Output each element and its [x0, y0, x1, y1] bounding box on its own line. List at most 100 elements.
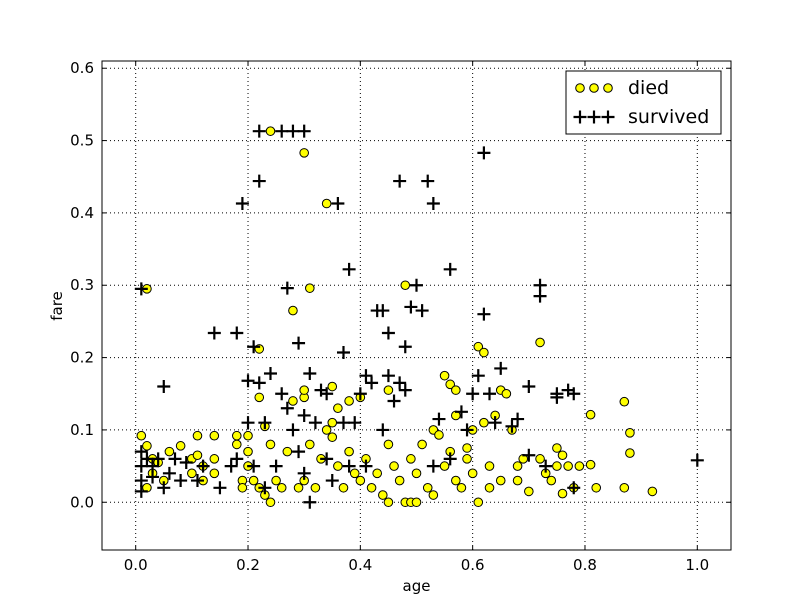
died-point — [321, 198, 332, 209]
died-point — [451, 385, 461, 395]
survived-point — [207, 326, 221, 340]
died-point — [383, 497, 394, 508]
died-point — [271, 475, 281, 486]
survived-point — [269, 459, 283, 473]
died-point — [411, 497, 422, 508]
survived-point — [252, 174, 266, 188]
legend-died-marker — [575, 83, 613, 93]
survived-point — [533, 289, 547, 303]
survived-point — [308, 416, 322, 430]
survived-point — [252, 376, 266, 390]
survived-point — [376, 423, 390, 437]
survived-point — [511, 412, 525, 426]
died-point — [372, 468, 382, 479]
died-point — [288, 396, 298, 406]
survived-point — [263, 366, 277, 380]
died-point — [254, 392, 265, 403]
survived-point — [275, 124, 289, 138]
died-point — [187, 468, 197, 479]
survived-point — [241, 416, 255, 430]
survived-point — [365, 376, 379, 390]
died-point — [304, 439, 315, 450]
survived-point — [567, 481, 581, 495]
survived-point — [174, 474, 188, 488]
x-tick-label: 0.6 — [461, 556, 485, 574]
died-point — [591, 482, 602, 493]
y-tick-label: 0.4 — [70, 204, 94, 222]
survived-point — [252, 124, 266, 138]
survived-point — [303, 366, 317, 380]
legend-died-point — [589, 83, 599, 93]
died-point — [484, 482, 495, 493]
died-point — [495, 475, 506, 486]
died-point — [445, 379, 455, 390]
survived-point — [134, 282, 148, 296]
survived-point — [146, 470, 160, 484]
survived-point — [179, 455, 193, 469]
survived-point — [426, 459, 440, 473]
survived-point — [247, 459, 261, 473]
died-point — [479, 417, 489, 428]
survived-point — [342, 459, 356, 473]
died-point — [585, 459, 596, 470]
died-point — [192, 430, 203, 441]
died-point — [467, 468, 478, 479]
died-point — [349, 468, 360, 479]
died-point — [585, 409, 596, 420]
survived-point — [134, 484, 148, 498]
survived-point — [230, 326, 244, 340]
survived-point — [157, 380, 171, 394]
survived-point — [325, 474, 339, 488]
survived-point — [134, 474, 148, 488]
survived-point — [297, 124, 311, 138]
survived-point — [235, 197, 249, 211]
died-point — [417, 439, 427, 450]
survived-point — [320, 387, 334, 401]
survived-point — [196, 459, 210, 473]
survived-point — [359, 459, 373, 473]
survived-point — [241, 374, 255, 388]
died-point — [383, 385, 394, 395]
died-point — [512, 461, 523, 471]
survived-point — [381, 326, 395, 340]
survived-point — [297, 408, 311, 422]
died-point — [625, 428, 635, 438]
died-point — [422, 482, 433, 493]
y-axis-label: fare — [48, 291, 66, 321]
died-point — [552, 443, 562, 453]
died-point — [557, 450, 568, 461]
died-point — [501, 388, 512, 399]
x-tick-label: 0.8 — [573, 556, 597, 574]
died-point — [535, 337, 545, 348]
legend-box — [565, 70, 722, 135]
died-point — [327, 381, 338, 392]
survived-point — [336, 416, 350, 430]
died-point — [299, 148, 309, 158]
died-point — [327, 432, 338, 442]
died-point — [243, 430, 253, 441]
died-point — [310, 482, 321, 493]
survived-point — [505, 419, 519, 433]
survived-point — [146, 459, 160, 473]
survived-point — [477, 307, 491, 321]
survived-point — [342, 262, 356, 276]
x-tick-label: 1.0 — [685, 556, 709, 574]
survived-point — [292, 336, 306, 350]
plot-frame — [101, 60, 732, 551]
survived-point — [331, 197, 345, 211]
died-point — [293, 482, 304, 493]
survived-point — [454, 405, 468, 419]
survived-point — [432, 412, 446, 426]
died-point — [276, 482, 287, 493]
died-point — [175, 441, 186, 451]
died-point — [439, 461, 450, 471]
died-point — [428, 490, 439, 500]
died-point — [479, 347, 489, 358]
legend-survived-point — [573, 110, 587, 124]
survived-point — [140, 452, 154, 466]
died-point — [400, 280, 411, 291]
y-tick-label: 0.5 — [70, 132, 94, 150]
survived-point — [550, 390, 564, 404]
survived-point — [376, 304, 390, 318]
died-point — [282, 446, 293, 457]
